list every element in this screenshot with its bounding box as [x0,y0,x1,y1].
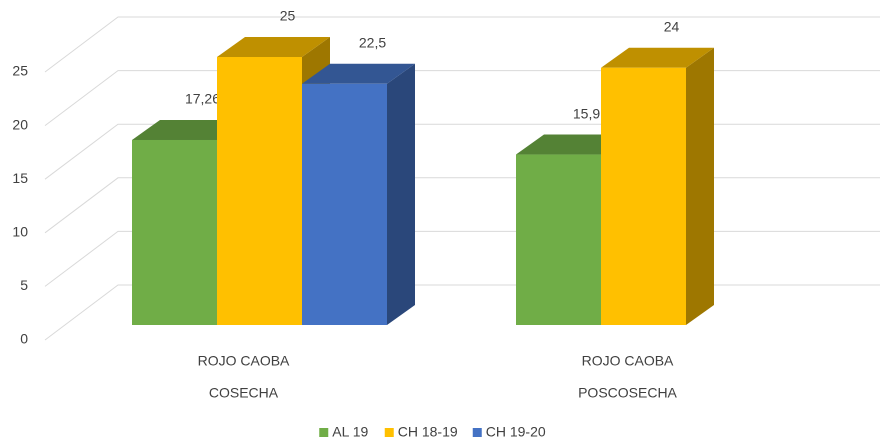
bar-side [686,47,714,325]
y-tick-label: 0 [20,331,28,347]
grid-line [44,70,880,126]
bar [516,154,601,325]
data-label: 22,5 [359,35,386,51]
y-tick-label: 5 [20,277,28,293]
bar [132,139,217,325]
data-label: 15,9 [573,105,600,121]
legend-label: CH 18-19 [398,424,458,439]
bar-top [601,47,714,68]
bar-top [302,63,415,84]
data-label: 24 [664,18,680,34]
data-label: 17,26 [185,91,220,107]
bar-top [217,37,330,57]
y-tick-label: 25 [12,63,28,79]
data-label: 25 [280,8,296,24]
legend-swatch [384,428,394,437]
y-tick-label: 15 [12,170,28,186]
bar-top [516,134,629,155]
y-tick-label: 10 [12,224,28,240]
legend-label: CH 19-20 [486,424,546,439]
bar-top [132,119,245,140]
bar [601,67,686,325]
grid-line [44,16,880,73]
bar-side [387,63,415,326]
legend-swatch [319,428,329,437]
x-tick-label: POSCOSECHA [578,385,677,401]
x-tick-label: ROJO CAOBA [198,353,290,369]
legend-label: AL 19 [332,424,368,439]
legend-swatch [472,428,482,437]
bar [217,57,302,325]
x-tick-label: ROJO CAOBA [582,353,674,369]
bar [302,83,387,325]
y-tick-label: 20 [12,116,28,132]
x-tick-label: COSECHA [209,385,279,401]
